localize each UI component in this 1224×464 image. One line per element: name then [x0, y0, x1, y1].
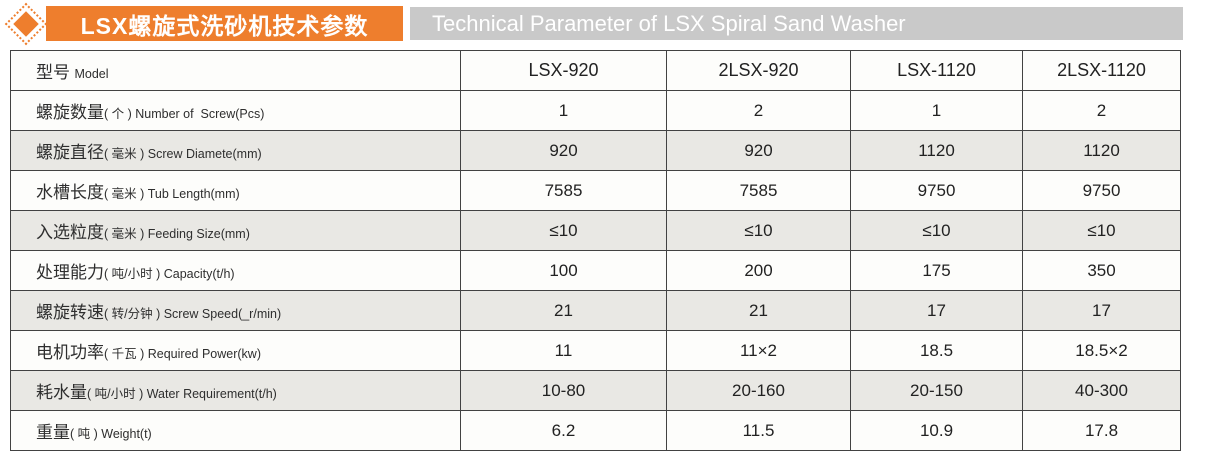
diamond-icon [4, 2, 48, 45]
cell-value: 2 [666, 90, 851, 131]
column-header-2lsx-920: 2LSX-920 [666, 50, 851, 91]
cell-value: 20-150 [850, 370, 1023, 411]
row-label: 螺旋转速( 转/分钟 ) Screw Speed(_r/min) [10, 290, 461, 331]
row-label: 水槽长度( 毫米 ) Tub Length(mm) [10, 170, 461, 211]
cell-value: 2 [1022, 90, 1181, 131]
cell-value: 17.8 [1022, 410, 1181, 451]
cell-value: 11.5 [666, 410, 851, 451]
column-header-lsx-920: LSX-920 [460, 50, 667, 91]
cell-value: 21 [460, 290, 667, 331]
cell-value: 17 [850, 290, 1023, 331]
table-row-tub-length: 水槽长度( 毫米 ) Tub Length(mm) 7585 7585 9750… [10, 170, 1181, 211]
column-header-lsx-1120: LSX-1120 [850, 50, 1023, 91]
cell-value: 9750 [850, 170, 1023, 211]
cell-value: 9750 [1022, 170, 1181, 211]
cell-value: ≤10 [460, 210, 667, 251]
cell-value: 11×2 [666, 330, 851, 371]
row-label-en: ( 吨/小时 ) Water Requirement(t/h) [87, 387, 277, 401]
cell-value: 21 [666, 290, 851, 331]
title-cn-text: LSX螺旋式洗砂机技术参数 [80, 12, 369, 39]
title-en-text: Technical Parameter of LSX Spiral Sand W… [432, 10, 906, 36]
row-label-cn: 电机功率 [36, 343, 104, 362]
cell-value: 17 [1022, 290, 1181, 331]
cell-value: 175 [850, 250, 1023, 291]
table-row-feeding-size: 入选粒度( 毫米 ) Feeding Size(mm) ≤10 ≤10 ≤10 … [10, 210, 1181, 251]
title-banner-cn: LSX螺旋式洗砂机技术参数 [46, 6, 403, 41]
row-label-model: 型号 Model [10, 50, 461, 91]
row-label-cn: 耗水量 [36, 383, 87, 402]
row-label-en: ( 毫米 ) Tub Length(mm) [104, 187, 240, 201]
cell-value: 1 [460, 90, 667, 131]
table-header-row: 型号 Model LSX-920 2LSX-920 LSX-1120 2LSX-… [10, 50, 1181, 91]
cell-value: 1120 [1022, 130, 1181, 171]
row-label-en: ( 千瓦 ) Required Power(kw) [104, 347, 261, 361]
row-label: 耗水量( 吨/小时 ) Water Requirement(t/h) [10, 370, 461, 411]
cell-value: 1120 [850, 130, 1023, 171]
table-row-screw-diameter: 螺旋直径( 毫米 ) Screw Diamete(mm) 920 920 112… [10, 130, 1181, 171]
table-row-capacity: 处理能力( 吨/小时 ) Capacity(t/h) 100 200 175 3… [10, 250, 1181, 291]
row-label-cn: 螺旋直径 [36, 143, 104, 162]
row-label-en: ( 吨 ) Weight(t) [70, 427, 152, 441]
row-label-en: ( 个 ) Number of Screw(Pcs) [104, 107, 265, 121]
row-label-cn: 水槽长度 [36, 183, 104, 202]
cell-value: 7585 [460, 170, 667, 211]
row-label-cn: 型号 [36, 63, 70, 82]
table-row-water-requirement: 耗水量( 吨/小时 ) Water Requirement(t/h) 10-80… [10, 370, 1181, 411]
cell-value: 10-80 [460, 370, 667, 411]
row-label-cn: 重量 [36, 423, 70, 442]
row-label: 电机功率( 千瓦 ) Required Power(kw) [10, 330, 461, 371]
cell-value: 200 [666, 250, 851, 291]
row-label-en: ( 转/分钟 ) Screw Speed(_r/min) [104, 307, 282, 321]
row-label-cn: 入选粒度 [36, 223, 104, 242]
page-header: LSX螺旋式洗砂机技术参数 Technical Parameter of LSX… [0, 0, 1224, 47]
cell-value: 1 [850, 90, 1023, 131]
row-label: 重量( 吨 ) Weight(t) [10, 410, 461, 451]
cell-value: 7585 [666, 170, 851, 211]
cell-value: 920 [460, 130, 667, 171]
cell-value: 20-160 [666, 370, 851, 411]
row-label: 处理能力( 吨/小时 ) Capacity(t/h) [10, 250, 461, 291]
cell-value: 920 [666, 130, 851, 171]
cell-value: 40-300 [1022, 370, 1181, 411]
row-label-en: ( 吨/小时 ) Capacity(t/h) [104, 267, 235, 281]
column-header-2lsx-1120: 2LSX-1120 [1022, 50, 1181, 91]
table-row-weight: 重量( 吨 ) Weight(t) 6.2 11.5 10.9 17.8 [10, 410, 1181, 451]
row-label-en: ( 毫米 ) Feeding Size(mm) [104, 227, 250, 241]
cell-value: ≤10 [666, 210, 851, 251]
cell-value: 10.9 [850, 410, 1023, 451]
cell-value: 350 [1022, 250, 1181, 291]
title-banner-en: Technical Parameter of LSX Spiral Sand W… [410, 7, 1183, 40]
row-label: 螺旋数量( 个 ) Number of Screw(Pcs) [10, 90, 461, 131]
cell-value: ≤10 [850, 210, 1023, 251]
cell-value: 6.2 [460, 410, 667, 451]
row-label-en: ( 毫米 ) Screw Diamete(mm) [104, 147, 262, 161]
table-row-screw-speed: 螺旋转速( 转/分钟 ) Screw Speed(_r/min) 21 21 1… [10, 290, 1181, 331]
cell-value: 11 [460, 330, 667, 371]
row-label-cn: 螺旋数量 [36, 103, 104, 122]
row-label-en: Model [74, 67, 109, 81]
cell-value: 18.5 [850, 330, 1023, 371]
row-label: 螺旋直径( 毫米 ) Screw Diamete(mm) [10, 130, 461, 171]
table-row-required-power: 电机功率( 千瓦 ) Required Power(kw) 11 11×2 18… [10, 330, 1181, 371]
cell-value: 18.5×2 [1022, 330, 1181, 371]
row-label-cn: 螺旋转速 [36, 303, 104, 322]
cell-value: 100 [460, 250, 667, 291]
table-row-screw-number: 螺旋数量( 个 ) Number of Screw(Pcs) 1 2 1 2 [10, 90, 1181, 131]
parameters-table: 型号 Model LSX-920 2LSX-920 LSX-1120 2LSX-… [10, 50, 1181, 451]
row-label-cn: 处理能力 [36, 263, 104, 282]
row-label: 入选粒度( 毫米 ) Feeding Size(mm) [10, 210, 461, 251]
cell-value: ≤10 [1022, 210, 1181, 251]
